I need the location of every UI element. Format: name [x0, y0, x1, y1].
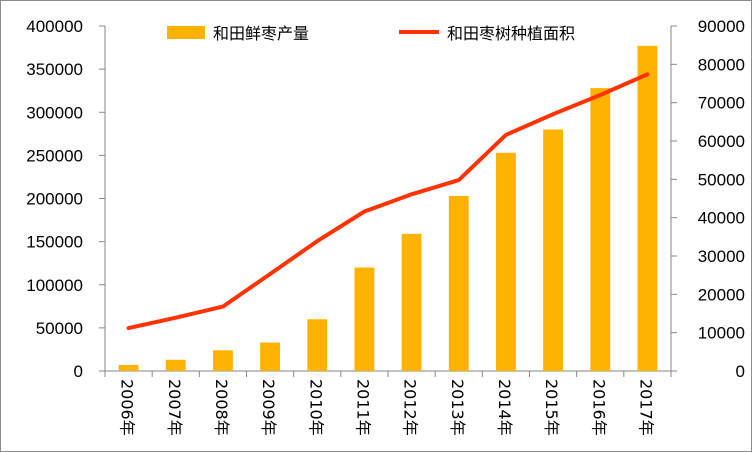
- left-y-tick-label: 300000: [26, 103, 83, 122]
- right-y-tick-label: 0: [736, 362, 745, 381]
- x-category-label: 2015年: [542, 379, 561, 436]
- left-y-tick-label: 400000: [26, 17, 83, 36]
- legend-label-bar: 和田鲜枣产量: [213, 24, 309, 43]
- right-y-tick-label: 10000: [698, 324, 745, 343]
- left-y-tick-label: 350000: [26, 60, 83, 79]
- x-category-label: 2012年: [401, 379, 420, 436]
- bar-2008年: [213, 350, 233, 371]
- x-category-label: 2010年: [306, 379, 325, 436]
- right-y-tick-label: 60000: [698, 132, 745, 151]
- left-y-tick-label: 250000: [26, 146, 83, 165]
- bar-2009年: [260, 342, 280, 371]
- right-y-tick-label: 90000: [698, 17, 745, 36]
- bar-2014年: [496, 152, 516, 371]
- bar-2013年: [448, 195, 469, 371]
- bar-2016年: [590, 88, 611, 371]
- bar-2006年: [118, 364, 139, 371]
- x-category-label: 2008年: [212, 379, 231, 436]
- x-category-label: 2007年: [165, 379, 184, 436]
- left-y-tick-label: 200000: [26, 190, 83, 209]
- left-y-tick-label: 150000: [26, 233, 83, 252]
- bar-2011年: [354, 267, 375, 371]
- bar-2012年: [401, 233, 422, 371]
- x-category-label: 2013年: [448, 379, 467, 436]
- right-y-tick-label: 30000: [698, 247, 745, 266]
- left-y-tick-label: 50000: [36, 319, 83, 338]
- x-category-label: 2014年: [495, 379, 514, 436]
- x-category-label: 2009年: [259, 379, 278, 436]
- right-y-tick-label: 50000: [698, 170, 745, 189]
- x-category-label: 2017年: [636, 379, 655, 436]
- legend-label-line: 和田枣树种植面积: [447, 24, 575, 43]
- right-y-tick-label: 80000: [698, 55, 745, 74]
- bar-2017年: [637, 45, 658, 372]
- bar-2010年: [307, 319, 328, 371]
- bar-2007年: [165, 359, 186, 371]
- right-y-tick-label: 20000: [698, 285, 745, 304]
- left-y-tick-label: 100000: [26, 276, 83, 295]
- x-category-label: 2006年: [118, 379, 137, 436]
- left-y-tick-label: 0: [74, 362, 83, 381]
- legend-swatch-bar: [167, 26, 205, 39]
- right-y-tick-label: 70000: [698, 94, 745, 113]
- line-series-area: [126, 72, 650, 331]
- bar-2015年: [543, 129, 563, 371]
- x-category-label: 2016年: [589, 379, 608, 436]
- right-y-tick-label: 40000: [698, 209, 745, 228]
- x-category-label: 2011年: [353, 379, 372, 436]
